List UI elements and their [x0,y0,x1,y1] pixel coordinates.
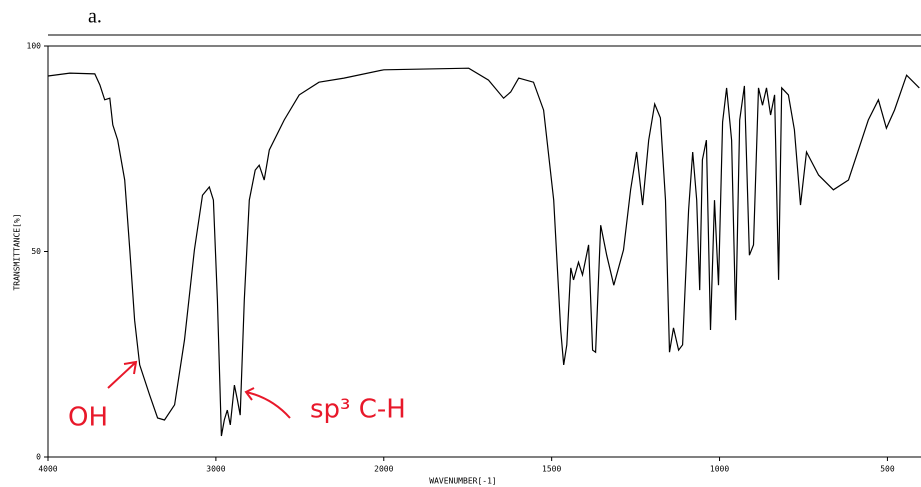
chart-title: a. [88,6,102,28]
annotation-arrow [107,360,138,389]
annotation: OH [68,403,108,433]
spectrum-line [47,67,920,437]
x-tick-label: 1000 [710,465,729,474]
x-axis-label: WAVENUMBER[-1] [429,477,496,486]
annotation: sp³ C-H [310,395,406,425]
y-axis-label: TRANSMITTANCE[%] [13,213,22,290]
x-tick-label: 3000 [206,465,225,474]
x-tick-label: 500 [880,465,895,474]
y-tick-label: 100 [27,42,42,51]
y-tick-label: 50 [31,247,41,256]
x-tick-label: 4000 [38,465,57,474]
y-tick-label: 0 [36,453,41,462]
annotation-arrow [244,387,291,419]
x-tick-label: 1500 [542,465,561,474]
x-tick-label: 2000 [374,465,393,474]
